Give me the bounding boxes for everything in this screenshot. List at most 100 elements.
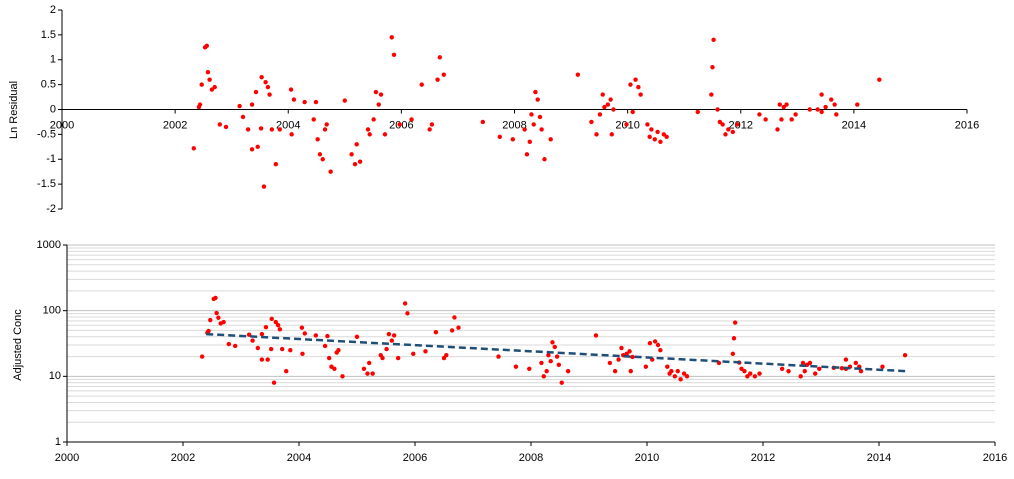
data-point xyxy=(628,368,633,374)
data-point xyxy=(209,87,215,92)
data-point xyxy=(315,137,320,142)
data-point xyxy=(630,109,635,115)
data-point xyxy=(853,360,858,366)
data-point xyxy=(382,132,388,137)
data-point xyxy=(265,84,271,90)
data-point xyxy=(419,82,424,87)
data-point xyxy=(271,380,277,385)
data-point xyxy=(726,127,731,132)
data-point xyxy=(253,89,259,95)
data-point xyxy=(636,84,641,90)
data-point xyxy=(647,340,653,346)
data-point xyxy=(745,374,750,379)
data-point xyxy=(658,348,663,353)
y-tick-label: 0.5 xyxy=(41,79,56,91)
data-point xyxy=(317,152,323,157)
data-point xyxy=(275,323,281,328)
data-point xyxy=(384,346,389,352)
data-point xyxy=(527,366,532,372)
data-point xyxy=(608,97,613,102)
data-point xyxy=(652,137,657,142)
data-point xyxy=(542,157,547,162)
data-point xyxy=(638,92,643,97)
data-point xyxy=(395,355,401,361)
data-point xyxy=(757,112,762,117)
data-point xyxy=(731,336,737,341)
data-point xyxy=(813,371,818,376)
data-point xyxy=(834,112,839,117)
data-point xyxy=(675,368,680,374)
x-tick-label: 2010 xyxy=(635,452,659,464)
data-point xyxy=(429,122,435,127)
data-point xyxy=(324,122,329,127)
data-point xyxy=(259,357,265,362)
data-point xyxy=(322,343,328,349)
data-point xyxy=(302,331,307,336)
data-point xyxy=(752,374,758,379)
data-point xyxy=(537,114,543,120)
data-point xyxy=(548,359,553,364)
data-point xyxy=(255,345,261,351)
data-point xyxy=(378,92,384,97)
x-tick-label: 2002 xyxy=(163,119,187,131)
data-point xyxy=(366,360,372,366)
data-point xyxy=(365,127,371,132)
data-point xyxy=(527,139,532,145)
data-point xyxy=(775,127,780,132)
data-point xyxy=(669,368,674,374)
data-point xyxy=(226,341,232,347)
data-point xyxy=(710,65,715,70)
y-tick-label: 0 xyxy=(50,103,56,115)
data-point xyxy=(261,184,267,189)
data-point xyxy=(409,117,414,122)
data-point xyxy=(497,134,502,140)
data-point xyxy=(277,127,282,132)
data-point xyxy=(313,333,319,338)
data-point xyxy=(402,301,408,306)
data-point xyxy=(389,35,394,40)
data-point xyxy=(367,132,372,137)
data-point xyxy=(371,117,376,122)
data-point xyxy=(273,162,279,167)
data-point xyxy=(602,104,607,110)
data-point xyxy=(289,132,294,137)
data-point xyxy=(349,152,354,157)
data-point xyxy=(735,122,740,127)
data-point xyxy=(633,77,638,82)
data-point xyxy=(249,102,255,107)
data-point xyxy=(800,360,806,366)
data-point xyxy=(437,55,443,60)
data-point xyxy=(627,349,632,354)
y-tick-label: 2 xyxy=(50,4,56,16)
data-point xyxy=(357,159,363,164)
data-point xyxy=(255,144,260,150)
data-point xyxy=(807,360,813,366)
data-point xyxy=(258,126,264,131)
data-point xyxy=(380,355,385,361)
data-point xyxy=(336,348,341,353)
data-point xyxy=(789,117,794,122)
data-point xyxy=(423,349,428,354)
data-point xyxy=(405,311,410,316)
data-point xyxy=(233,343,238,349)
data-point xyxy=(550,340,555,345)
data-point xyxy=(529,112,534,117)
data-point xyxy=(720,122,725,127)
data-point xyxy=(340,374,345,379)
data-point xyxy=(777,102,782,107)
data-point xyxy=(655,129,660,135)
data-point xyxy=(819,92,824,97)
data-point xyxy=(249,147,255,152)
data-point xyxy=(793,112,798,117)
data-point xyxy=(302,99,307,105)
data-point xyxy=(435,77,440,82)
x-tick-label: 2000 xyxy=(50,119,74,131)
data-point xyxy=(206,328,211,334)
data-point xyxy=(624,351,629,357)
data-point xyxy=(313,99,319,105)
data-point xyxy=(843,357,849,362)
data-point xyxy=(672,374,678,379)
data-point xyxy=(191,146,196,151)
data-point xyxy=(342,98,348,103)
